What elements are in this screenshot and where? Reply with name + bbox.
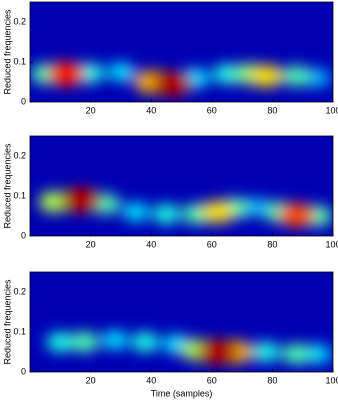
- y-tick-label: 0.2: [13, 150, 26, 160]
- heat-blob: [282, 65, 312, 87]
- y-tick-label: 0.1: [13, 190, 26, 200]
- x-tick-label: 20: [86, 105, 96, 115]
- heat-blob: [152, 71, 192, 97]
- x-tick-label: 80: [267, 375, 277, 385]
- y-tick-label: 0: [21, 230, 26, 240]
- y-tick-label: 0: [21, 366, 26, 376]
- x-tick-label: 60: [207, 105, 217, 115]
- x-tick-label: 60: [207, 239, 217, 249]
- plot-frame: [29, 1, 334, 103]
- x-tick-label: 100: [325, 239, 338, 249]
- x-tick-label: 60: [207, 375, 217, 385]
- heat-blob: [47, 61, 85, 87]
- y-tick-label: 0: [21, 96, 26, 106]
- x-tick-label: 20: [86, 375, 96, 385]
- heat-blob: [62, 187, 102, 213]
- heat-layer: [38, 187, 333, 228]
- heat-blob: [122, 202, 150, 222]
- heat-blob: [198, 339, 238, 365]
- heat-blob: [107, 62, 135, 82]
- heat-layer: [46, 330, 332, 365]
- heat-blob: [304, 68, 331, 88]
- x-tick-label: 40: [146, 375, 156, 385]
- y-tick-label: 0.2: [13, 286, 26, 296]
- heat-blob: [278, 203, 315, 228]
- heat-blob: [131, 332, 160, 352]
- heatmap: [38, 187, 333, 228]
- heat-blob: [101, 330, 129, 350]
- heatmap: [30, 61, 331, 97]
- y-tick-label: 0.1: [13, 56, 26, 66]
- heat-blob: [38, 191, 70, 213]
- x-tick-label: 80: [267, 105, 277, 115]
- heat-blob: [201, 200, 235, 224]
- x-tick-label: 80: [267, 239, 277, 249]
- heatmap: [46, 330, 332, 365]
- x-tick-label: 40: [146, 239, 156, 249]
- heat-blob: [70, 331, 100, 353]
- x-axis-label: Time (samples): [151, 388, 213, 398]
- heat-blob: [304, 344, 332, 364]
- y-axis-label: Reduced frequencies: [2, 279, 12, 365]
- y-tick-label: 0.1: [13, 326, 26, 336]
- heat-blob: [152, 204, 181, 224]
- x-tick-label: 20: [86, 239, 96, 249]
- heat-blob: [282, 343, 312, 365]
- x-tick-label: 100: [325, 105, 338, 115]
- heat-blob: [46, 332, 75, 352]
- heat-blob: [212, 64, 241, 84]
- heat-layer: [30, 61, 331, 97]
- y-axis-label: Reduced frequencies: [2, 143, 12, 229]
- y-axis-label: Reduced frequencies: [2, 9, 12, 95]
- heat-blob: [249, 64, 283, 88]
- x-tick-label: 100: [325, 375, 338, 385]
- plot-frame: [29, 135, 334, 237]
- x-tick-label: 40: [146, 105, 156, 115]
- heat-blob: [244, 197, 271, 217]
- heat-blob: [252, 342, 281, 362]
- plot-frame: [29, 271, 334, 373]
- y-tick-label: 0.2: [13, 16, 26, 26]
